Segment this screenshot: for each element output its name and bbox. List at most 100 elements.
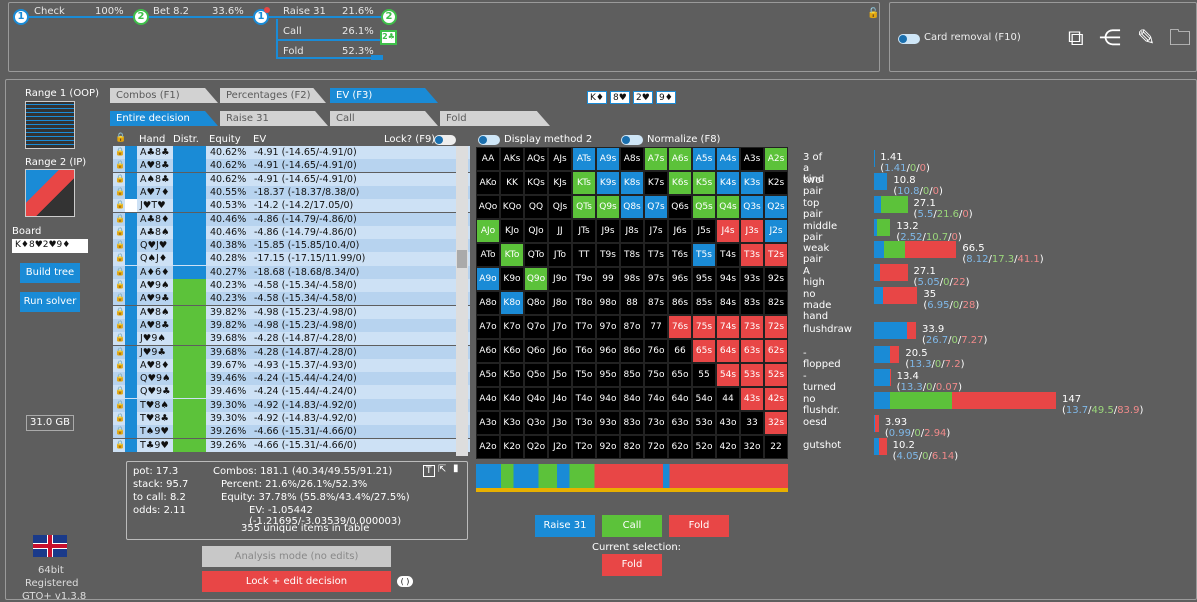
table-row[interactable]: 🔒Q♠J♦40.28%-17.15 (-17.15/11.99/0) <box>113 252 470 265</box>
matrix-cell[interactable]: 92o <box>596 435 620 459</box>
matrix-cell[interactable]: 83o <box>620 411 644 435</box>
matrix-cell[interactable]: 66 <box>668 339 692 363</box>
table-row[interactable]: 🔒T♠9♥39.26%-4.66 (-15.31/-4.66/0) <box>113 425 470 438</box>
matrix-cell[interactable]: J5s <box>692 219 716 243</box>
ev-header[interactable]: EV <box>253 134 266 145</box>
matrix-cell[interactable]: 64s <box>716 339 740 363</box>
matrix-cell[interactable]: 55 <box>692 363 716 387</box>
matrix-cell[interactable]: Q6s <box>668 195 692 219</box>
chart-icon[interactable]: ▮ <box>453 463 459 474</box>
board-input[interactable]: K♦8♥2♥9♦ <box>12 239 88 253</box>
row-lock-icon[interactable]: 🔒 <box>115 386 125 395</box>
matrix-cell[interactable]: ATs <box>572 147 596 171</box>
matrix-cell[interactable]: Q4s <box>716 195 740 219</box>
table-row[interactable]: 🔒Q♥9♣39.46%-4.24 (-15.44/-4.24/0) <box>113 385 470 398</box>
matrix-cell[interactable]: AA <box>476 147 500 171</box>
matrix-cell[interactable]: 96s <box>668 267 692 291</box>
matrix-cell[interactable]: 72s <box>764 315 788 339</box>
matrix-cell[interactable]: TT <box>572 243 596 267</box>
matrix-cell[interactable]: 84s <box>716 291 740 315</box>
row-lock-icon[interactable]: 🔒 <box>115 200 125 209</box>
tab-ev[interactable]: EV (F3) <box>330 88 438 103</box>
matrix-cell[interactable]: J7o <box>548 315 572 339</box>
table-row[interactable]: 🔒J♥9♣39.68%-4.28 (-14.87/-4.28/0) <box>113 346 470 359</box>
matrix-cell[interactable]: 32o <box>740 435 764 459</box>
matrix-cell[interactable]: T4o <box>572 387 596 411</box>
range2-grid[interactable] <box>25 169 75 217</box>
analysis-mode-button[interactable]: Analysis mode (no edits) <box>202 546 391 567</box>
matrix-cell[interactable]: 42s <box>764 387 788 411</box>
matrix-cell[interactable]: K9s <box>596 171 620 195</box>
row-lock-icon[interactable]: 🔒 <box>115 174 125 183</box>
matrix-cell[interactable]: T9o <box>572 267 596 291</box>
matrix-cell[interactable]: A8o <box>476 291 500 315</box>
matrix-cell[interactable]: 63s <box>740 339 764 363</box>
tab-call[interactable]: Call <box>330 111 438 126</box>
matrix-cell[interactable]: KQo <box>500 195 524 219</box>
matrix-cell[interactable]: 75o <box>644 363 668 387</box>
matrix-cell[interactable]: T5s <box>692 243 716 267</box>
matrix-cell[interactable]: 86s <box>668 291 692 315</box>
matrix-cell[interactable]: Q3s <box>740 195 764 219</box>
matrix-cell[interactable]: A2o <box>476 435 500 459</box>
matrix-cell[interactable]: KJo <box>500 219 524 243</box>
matrix-cell[interactable]: A9s <box>596 147 620 171</box>
normalize-toggle[interactable] <box>621 135 643 145</box>
matrix-cell[interactable]: J3s <box>740 219 764 243</box>
scrollbar-thumb[interactable] <box>457 250 467 268</box>
matrix-cell[interactable]: JTo <box>548 243 572 267</box>
matrix-cell[interactable]: K2s <box>764 171 788 195</box>
matrix-cell[interactable]: T2s <box>764 243 788 267</box>
matrix-cell[interactable]: A3s <box>740 147 764 171</box>
matrix-cell[interactable]: KQs <box>524 171 548 195</box>
matrix-cell[interactable]: 83s <box>740 291 764 315</box>
matrix-cell[interactable]: J3o <box>548 411 572 435</box>
table-row[interactable]: 🔒T♥8♠39.30%-4.92 (-14.83/-4.92/0) <box>113 399 470 412</box>
matrix-cell[interactable]: J2o <box>548 435 572 459</box>
matrix-cell[interactable]: 52s <box>764 363 788 387</box>
matrix-cell[interactable]: Q6o <box>524 339 548 363</box>
matrix-cell[interactable]: T4s <box>716 243 740 267</box>
matrix-cell[interactable]: Q4o <box>524 387 548 411</box>
matrix-cell[interactable]: AJs <box>548 147 572 171</box>
matrix-cell[interactable]: 72o <box>644 435 668 459</box>
matrix-cell[interactable]: JTs <box>572 219 596 243</box>
matrix-cell[interactable]: 95o <box>596 363 620 387</box>
table-row[interactable]: 🔒A♣8♦40.46%-4.86 (-14.79/-4.86/0) <box>113 213 470 226</box>
matrix-cell[interactable]: 54s <box>716 363 740 387</box>
matrix-cell[interactable]: J6s <box>668 219 692 243</box>
matrix-cell[interactable]: KK <box>500 171 524 195</box>
matrix-cell[interactable]: 87o <box>620 315 644 339</box>
matrix-cell[interactable]: 62o <box>668 435 692 459</box>
table-row[interactable]: 🔒A♥8♣40.62%-4.91 (-14.65/-4.91/0) <box>113 159 470 172</box>
matrix-cell[interactable]: QTs <box>572 195 596 219</box>
edit-icon[interactable]: ✎ <box>1137 27 1163 53</box>
row-lock-icon[interactable]: 🔒 <box>115 373 125 382</box>
table-row[interactable]: 🔒A♦6♦40.27%-18.68 (-18.68/8.34/0) <box>113 266 470 279</box>
build-tree-button[interactable]: Build tree <box>20 263 80 283</box>
row-lock-icon[interactable]: 🔒 <box>115 160 125 169</box>
matrix-cell[interactable]: 43o <box>716 411 740 435</box>
matrix-cell[interactable]: 97s <box>644 267 668 291</box>
matrix-cell[interactable]: 22 <box>764 435 788 459</box>
matrix-cell[interactable]: K3s <box>740 171 764 195</box>
uk-flag-icon[interactable] <box>33 535 67 557</box>
matrix-cell[interactable]: KJs <box>548 171 572 195</box>
row-lock-icon[interactable]: 🔒 <box>115 147 125 156</box>
matrix-cell[interactable]: 62s <box>764 339 788 363</box>
tab-percentages[interactable]: Percentages (F2) <box>220 88 326 103</box>
tree-node[interactable]: 2 <box>381 9 397 25</box>
matrix-cell[interactable]: QTo <box>524 243 548 267</box>
matrix-cell[interactable]: A6o <box>476 339 500 363</box>
call-filter-button[interactable]: Call <box>602 515 662 537</box>
matrix-cell[interactable]: J8o <box>548 291 572 315</box>
matrix-cell[interactable]: J6o <box>548 339 572 363</box>
matrix-cell[interactable]: Q5o <box>524 363 548 387</box>
matrix-cell[interactable]: K6s <box>668 171 692 195</box>
matrix-cell[interactable]: 44 <box>716 387 740 411</box>
matrix-cell[interactable]: T3o <box>572 411 596 435</box>
row-lock-icon[interactable]: 🔒 <box>115 227 125 236</box>
tab-entire-decision[interactable]: Entire decision <box>110 111 218 126</box>
table-row[interactable]: 🔒J♥9♠39.68%-4.28 (-14.87/-4.28/0) <box>113 332 470 345</box>
matrix-cell[interactable]: 74o <box>644 387 668 411</box>
